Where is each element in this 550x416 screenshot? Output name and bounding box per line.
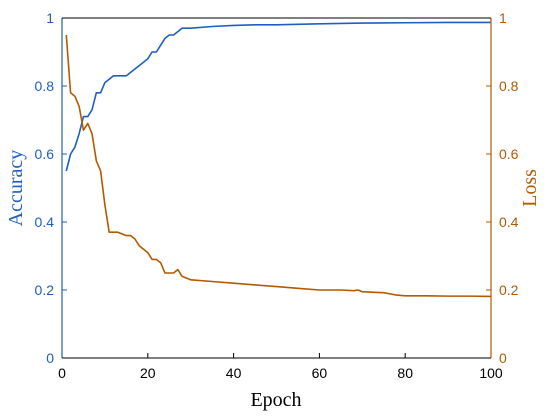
right-y-axis-ticks: 0 0.2 0.4 0.6 0.8 1 [486, 10, 519, 366]
x-tick-label: 60 [312, 365, 328, 381]
left-y-axis-title: Accuracy [5, 150, 27, 227]
x-tick-label: 20 [140, 365, 156, 381]
x-tick-label: 100 [479, 365, 503, 381]
right-y-tick-label: 1 [499, 10, 507, 26]
right-y-axis-title: Loss [519, 169, 541, 207]
right-y-tick-label: 0.2 [499, 282, 519, 298]
right-y-tick-label: 0.4 [499, 214, 519, 230]
left-y-tick-label: 0 [46, 350, 54, 366]
left-y-tick-label: 0.8 [35, 78, 55, 94]
x-tick-label: 0 [58, 365, 66, 381]
left-y-tick-label: 0.6 [35, 146, 55, 162]
right-y-tick-label: 0.8 [499, 78, 519, 94]
right-y-tick-label: 0.6 [499, 146, 519, 162]
x-tick-label: 80 [397, 365, 413, 381]
x-tick-label: 40 [226, 365, 242, 381]
loss-series-line [65, 34, 492, 298]
left-y-tick-label: 0.2 [35, 282, 55, 298]
series-layer [65, 21, 492, 298]
accuracy-series-line [65, 21, 491, 172]
left-y-tick-label: 1 [46, 10, 54, 26]
left-y-axis-ticks: 0 0.2 0.4 0.6 0.8 1 [35, 10, 67, 366]
left-y-tick-label: 0.4 [35, 214, 55, 230]
right-y-tick-label: 0 [499, 350, 507, 366]
x-axis-title: Epoch [250, 389, 301, 411]
